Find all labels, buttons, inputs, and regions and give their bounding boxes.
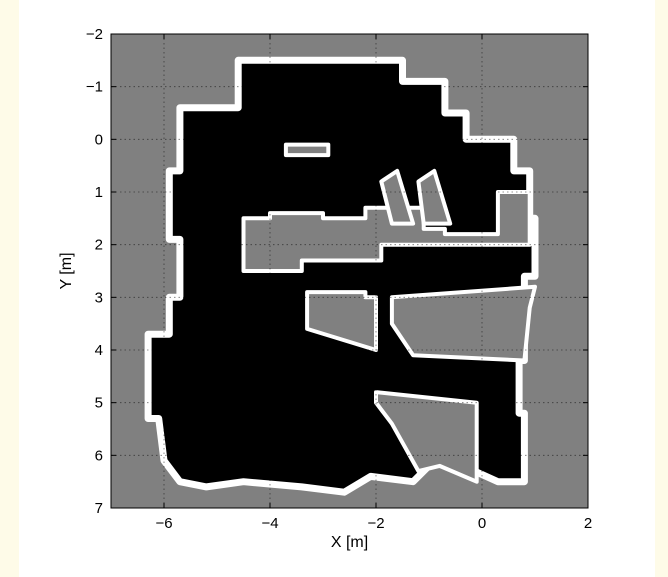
unknown-cutout-1 — [283, 142, 331, 158]
unknown-cutout-6 — [416, 168, 453, 226]
plot-frame — [110, 33, 589, 509]
x-tick-label-3: 0 — [478, 515, 486, 532]
y-tick-label-6: 4 — [95, 342, 103, 359]
y-tick-label-1: −1 — [86, 79, 103, 96]
y-tick-label-5: 3 — [95, 289, 103, 306]
y-tick-label-0: −2 — [86, 26, 103, 43]
y-tick-label-3: 1 — [95, 184, 103, 201]
x-tick-label-0: −6 — [155, 515, 172, 532]
y-tick-label-2: 0 — [95, 131, 103, 148]
free-space-region — [144, 56, 539, 496]
y-tick-label-9: 7 — [95, 500, 103, 517]
y-tick-label-8: 6 — [95, 447, 103, 464]
x-tick-label-1: −4 — [261, 515, 278, 532]
x-axis-label: X [m] — [331, 534, 368, 551]
unknown-cutout-3 — [389, 284, 537, 363]
figure-panel: −6 −4 −2 0 2 −2 −1 0 1 2 3 4 5 6 7 X [m] Y [m] — [19, 0, 655, 577]
y-tick-label-7: 5 — [95, 395, 103, 412]
unknown-cutout-4 — [374, 390, 479, 484]
occupancy-grid-chart: −6 −4 −2 0 2 −2 −1 0 1 2 3 4 5 6 7 X [m] Y [m] — [58, 26, 592, 551]
unknown-cutout-2 — [305, 290, 378, 352]
y-tick-label-4: 2 — [95, 237, 103, 254]
unknown-cutout-5 — [379, 168, 416, 226]
x-tick-label-2: −2 — [367, 515, 384, 532]
unknown-cutout-0 — [241, 190, 532, 273]
y-axis-label: Y [m] — [58, 252, 75, 289]
x-tick-label-4: 2 — [584, 515, 592, 532]
map-layer — [144, 56, 539, 496]
